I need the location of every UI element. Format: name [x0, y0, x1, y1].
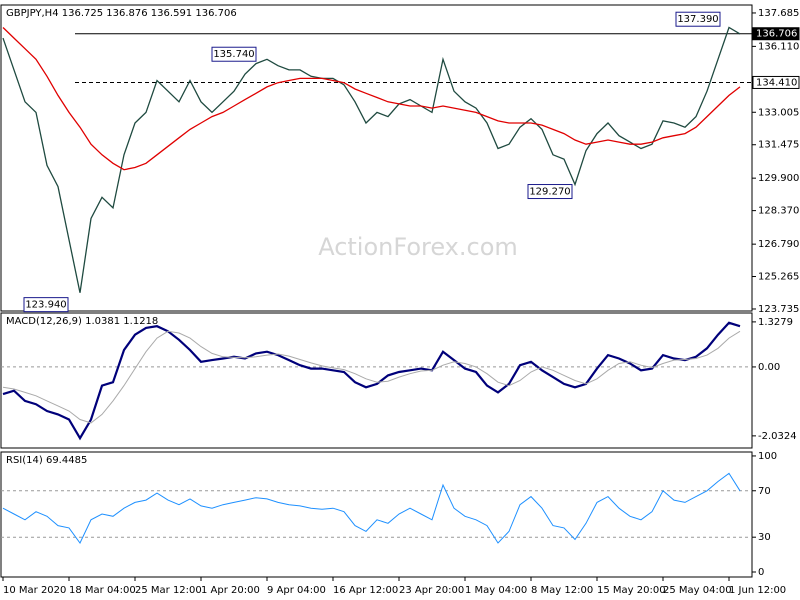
x-tick-label: 25 Mar 12:00 — [135, 585, 202, 596]
annotation-box — [23, 297, 69, 313]
annotation-box — [527, 184, 573, 200]
y-tick-label: 128.370 — [758, 206, 799, 217]
panel-frame — [0, 451, 753, 578]
x-tick-label: 9 Apr 04:00 — [267, 585, 326, 596]
y-tick-label: 0 — [758, 567, 764, 578]
watermark: ActionForex.com — [318, 233, 518, 261]
y-tick-label: 30 — [758, 532, 771, 543]
series-line — [2, 26, 741, 293]
panel-title: MACD(12,26,9) 1.0381 1.1218 — [6, 316, 158, 327]
price-label: 136.706 — [756, 29, 797, 40]
y-tick-label: 126.790 — [758, 239, 799, 250]
x-tick-label: 18 Mar 04:00 — [69, 585, 136, 596]
price-label: 134.410 — [756, 77, 797, 88]
x-tick-label: 25 May 04:00 — [663, 585, 732, 596]
series-line — [2, 472, 741, 544]
annotation-label: 137.390 — [677, 14, 718, 25]
y-tick-label: 129.900 — [758, 173, 799, 184]
x-tick-label: 1 May 04:00 — [465, 585, 527, 596]
series-line — [2, 27, 741, 171]
y-tick-label: -2.0324 — [758, 431, 797, 442]
series-line — [2, 330, 741, 424]
y-tick-label: 133.005 — [758, 107, 799, 118]
y-tick-label: 100 — [758, 451, 777, 462]
price-label-box — [752, 75, 800, 89]
x-tick-label: 15 May 20:00 — [597, 585, 666, 596]
panel-frame — [0, 312, 753, 449]
price-label-box — [752, 27, 800, 41]
x-tick-label: 8 May 12:00 — [531, 585, 593, 596]
annotation-label: 135.740 — [213, 49, 254, 60]
x-tick-label: 10 Mar 2020 — [3, 585, 66, 596]
x-tick-label: 16 Apr 12:00 — [333, 585, 398, 596]
y-tick-label: 123.735 — [758, 304, 799, 315]
y-tick-label: 136.110 — [758, 41, 799, 52]
x-tick-label: 23 Apr 20:00 — [399, 585, 464, 596]
annotation-box — [675, 11, 721, 27]
annotation-label: 129.270 — [529, 187, 570, 198]
y-tick-label: 131.475 — [758, 140, 799, 151]
panel-frame — [0, 4, 753, 312]
y-tick-label: 137.685 — [758, 8, 799, 19]
panel-title: RSI(14) 69.4485 — [6, 455, 87, 466]
y-tick-label: 70 — [758, 486, 771, 497]
y-tick-label: 1.3279 — [758, 317, 793, 328]
y-tick-label: 0.00 — [758, 362, 780, 373]
annotation-label: 123.940 — [25, 300, 66, 311]
x-tick-label: 1 Jun 12:00 — [729, 585, 786, 596]
annotation-box — [211, 46, 257, 62]
y-tick-label: 125.265 — [758, 272, 799, 283]
x-tick-label: 1 Apr 20:00 — [201, 585, 260, 596]
panel-title: GBPJPY,H4 136.725 136.876 136.591 136.70… — [6, 8, 237, 19]
series-line — [2, 321, 741, 441]
